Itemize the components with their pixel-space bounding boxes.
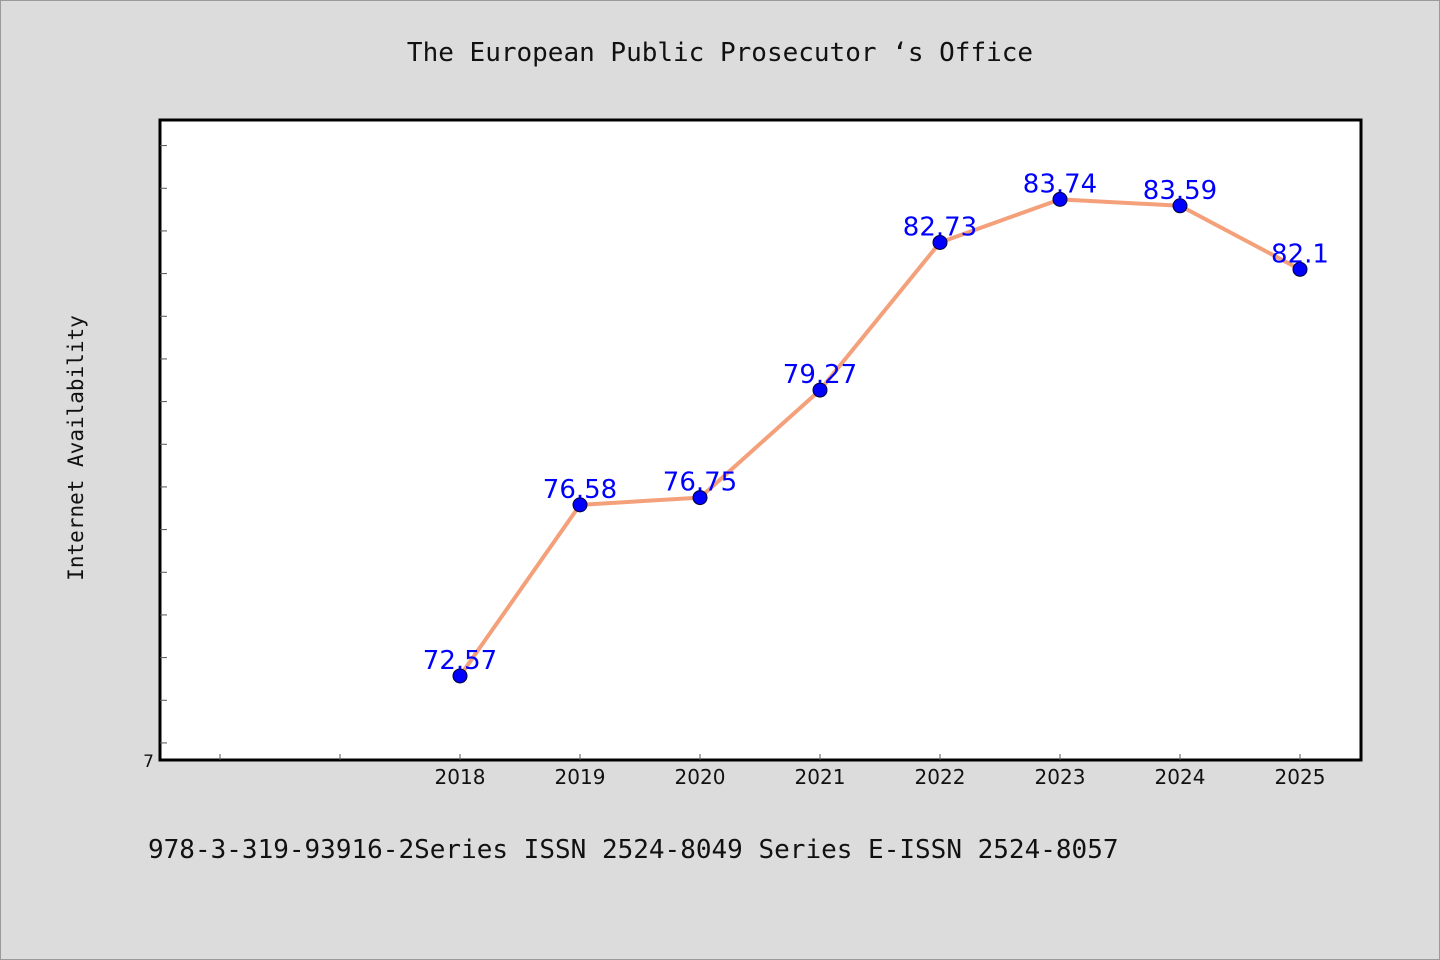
footer-isbn-text: 978-3-319-93916-2Series ISSN 2524-8049 S… [148,835,1119,865]
x-axis-tick-label: 2025 [1275,765,1326,789]
plot-area [158,118,1363,762]
data-point-marker [452,668,468,684]
data-label: 79.27 [783,360,857,390]
data-label: 76.75 [663,468,737,498]
x-axis-tick-label: 2020 [675,765,726,789]
data-point-marker [932,234,948,250]
data-label: 76.58 [543,475,617,505]
chart-title: The European Public Prosecutor ‘s Office [406,38,1034,68]
x-axis-tick-label: 2018 [435,765,486,789]
x-axis-tick-label: 2019 [555,765,606,789]
x-axis-tick-label: 2024 [1155,765,1206,789]
data-label: 83.74 [1023,169,1097,199]
x-axis-tick-label: 2023 [1035,765,1086,789]
data-point-marker [572,497,588,513]
data-point-marker [812,382,828,398]
x-axis-tick-label: 2021 [795,765,846,789]
data-point-marker [1052,191,1068,207]
y-axis-tick-label: 7 [143,752,154,772]
data-point-marker [1292,261,1308,277]
data-label: 82.1 [1271,239,1329,269]
data-label: 83.59 [1143,176,1217,206]
data-point-marker [692,490,708,506]
x-axis-tick-label: 2022 [915,765,966,789]
data-point-marker [1172,198,1188,214]
series-line [458,197,1302,678]
data-label: 82.73 [903,212,977,242]
data-label: 72.57 [423,646,497,676]
